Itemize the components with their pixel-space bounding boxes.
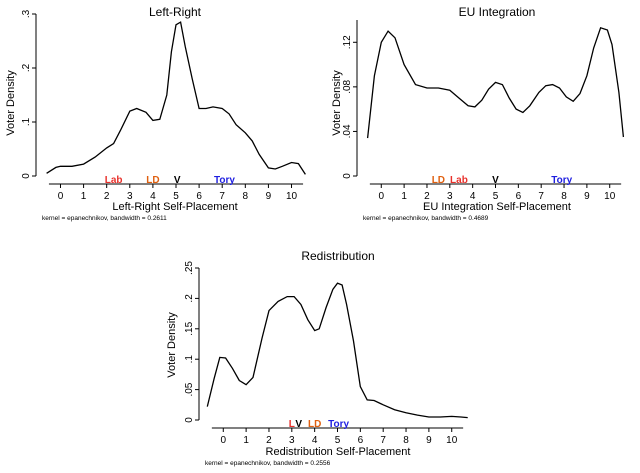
x-tick-label: 2 [266,435,272,446]
y-tick-label: .12 [342,35,353,49]
y-tick-label: .3 [21,9,32,18]
x-tick-label: 1 [401,191,407,202]
x-tick-label: 4 [150,191,156,202]
x-tick-label: 6 [196,191,202,202]
y-tick-label: .15 [184,321,195,335]
x-tick-label: 2 [104,191,110,202]
party-marker-ld: LD [146,175,159,186]
x-tick-label: 6 [358,435,364,446]
x-tick-label: 4 [470,191,476,202]
x-tick-label: 10 [286,191,298,202]
party-marker-l: L [289,419,295,430]
y-tick-label: 0 [21,173,32,179]
density-line [366,26,625,139]
x-tick-label: 2 [424,191,430,202]
y-axis-label: Voter Density [331,70,343,136]
y-tick-label: 0 [184,417,195,423]
y-tick-label: .2 [21,63,32,72]
x-tick-label: 10 [604,191,616,202]
party-marker-v: V [174,175,181,186]
x-tick-label: 7 [538,191,544,202]
party-marker-tory: Tory [214,175,235,186]
x-axis-label: Left-Right Self-Placement [112,201,237,213]
x-tick-label: 3 [289,435,295,446]
x-tick-label: 9 [426,435,432,446]
x-tick-label: 8 [561,191,567,202]
x-tick-label: 0 [58,191,64,202]
x-tick-label: 9 [584,191,590,202]
x-tick-label: 1 [81,191,87,202]
party-marker-lab: Lab [105,175,123,186]
party-marker-v: V [295,419,302,430]
x-tick-label: 4 [312,435,318,446]
left-right-panel: Left-Right Left-Right Self-Placement Vot… [5,5,306,222]
x-axis-label: Redistribution Self-Placement [266,446,411,458]
density-line [46,21,306,175]
x-tick-label: 8 [243,191,249,202]
kernel-note: kernel = epanechnikov, bandwidth = 0.468… [363,215,489,222]
y-axis-label: Voter Density [5,70,17,136]
y-tick-label: .1 [21,117,32,126]
y-tick-label: .2 [184,294,195,303]
panel-title: Left-Right [149,5,202,19]
x-tick-label: 9 [266,191,272,202]
x-tick-label: 3 [447,191,453,202]
kernel-note: kernel = epanechnikov, bandwidth = 0.261… [42,215,167,222]
eu-integration-panel: EU Integration EU Integration Self-Place… [331,5,625,222]
x-tick-label: 7 [380,435,386,446]
x-tick-label: 5 [335,435,341,446]
x-tick-label: 3 [127,191,133,202]
y-tick-label: .25 [184,261,195,275]
x-tick-label: 10 [446,435,458,446]
y-tick-label: .1 [184,355,195,364]
party-marker-ld: LD [308,419,321,430]
x-tick-label: 1 [243,435,249,446]
x-tick-label: 0 [378,191,384,202]
x-tick-label: 5 [493,191,499,202]
x-tick-label: 5 [173,191,179,202]
party-marker-ld: LD [432,175,445,186]
kernel-note: kernel = epanechnikov, bandwidth = 0.255… [205,460,331,467]
x-tick-label: 0 [220,435,226,446]
panel-title: Redistribution [301,249,374,263]
x-tick-label: 6 [516,191,522,202]
density-line [206,282,468,419]
x-tick-label: 7 [219,191,225,202]
party-marker-v: V [492,175,499,186]
party-marker-tory: Tory [551,175,572,186]
y-axis-label: Voter Density [166,312,178,378]
y-tick-label: .04 [342,124,353,138]
party-marker-tory: Tory [328,419,349,430]
y-tick-label: .08 [342,79,353,93]
y-tick-label: 0 [342,173,353,179]
y-tick-label: .05 [184,382,195,396]
panel-title: EU Integration [459,5,536,19]
x-tick-label: 8 [403,435,409,446]
party-marker-lab: Lab [450,175,468,186]
redistribution-panel: Redistribution Redistribution Self-Place… [166,249,468,467]
x-axis-label: EU Integration Self-Placement [423,201,571,213]
